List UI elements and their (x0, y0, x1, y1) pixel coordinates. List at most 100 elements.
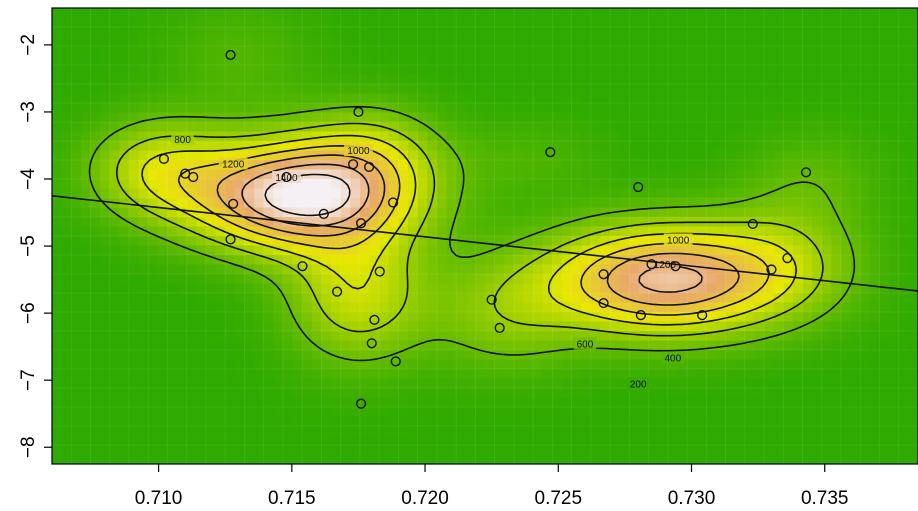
heat-cell (52, 198, 63, 209)
heat-cell (600, 274, 611, 285)
heat-cell (812, 293, 823, 304)
heat-cell (533, 160, 544, 171)
heat-cell (100, 207, 111, 218)
heat-cell (359, 93, 371, 104)
heat-cell (889, 46, 900, 57)
heat-cell (215, 84, 226, 95)
heat-cell (119, 283, 130, 294)
heat-cell (792, 312, 804, 323)
heat-cell (523, 27, 534, 38)
heat-cell (408, 340, 419, 351)
heat-cell (254, 388, 265, 399)
heat-cell (638, 141, 650, 152)
heat-cell (841, 416, 852, 427)
heat-cell (292, 388, 303, 399)
heat-cell (244, 350, 255, 361)
heat-cell (638, 217, 650, 228)
heat-cell (869, 274, 881, 285)
heat-cell (100, 141, 111, 152)
heat-cell (754, 321, 765, 332)
heat-cell (128, 312, 140, 323)
heat-cell (71, 331, 82, 342)
heat-cell (590, 312, 602, 323)
heat-cell (638, 84, 650, 95)
heat-cell (735, 8, 746, 19)
heat-cell (417, 8, 428, 19)
heat-cell (436, 407, 448, 418)
heat-cell (234, 283, 246, 294)
heat-cell (581, 369, 592, 380)
heat-cell (167, 359, 178, 370)
heat-cell (196, 321, 207, 332)
heat-cell (754, 293, 765, 304)
heat-cell (244, 122, 255, 133)
heat-cell (600, 454, 611, 464)
heat-cell (388, 226, 399, 237)
heat-cell (744, 141, 756, 152)
heat-cell (100, 435, 111, 446)
heat-cell (513, 103, 525, 114)
heat-cell (388, 245, 399, 256)
heat-cell (186, 378, 197, 389)
heat-cell (648, 350, 659, 361)
heat-cell (523, 150, 534, 161)
heat-cell (533, 397, 544, 408)
heat-cell (696, 416, 707, 427)
heat-cell (869, 84, 881, 95)
heat-cell (485, 350, 496, 361)
heat-cell (908, 245, 918, 256)
heat-cell (561, 340, 573, 351)
heat-cell (388, 359, 399, 370)
heat-cell (215, 302, 226, 313)
heat-cell (292, 160, 303, 171)
heat-cell (302, 407, 313, 418)
heat-cell (706, 27, 717, 38)
heat-cell (302, 255, 313, 266)
heat-cell (485, 188, 496, 199)
heat-cell (764, 198, 775, 209)
heat-cell (186, 388, 197, 399)
heat-cell (610, 369, 621, 380)
heat-cell (744, 207, 756, 218)
heat-cell (311, 283, 323, 294)
heat-cell (610, 160, 621, 171)
heat-cell (52, 27, 63, 38)
heat-cell (311, 17, 323, 28)
heat-cell (446, 131, 457, 142)
heat-cell (590, 179, 602, 190)
heat-cell (898, 198, 909, 209)
heat-cell (388, 340, 399, 351)
heat-cell (379, 255, 390, 266)
heat-cell (485, 321, 496, 332)
heat-cell (331, 112, 342, 123)
heat-cell (802, 217, 813, 228)
heat-cell (138, 397, 149, 408)
heat-cell (148, 397, 159, 408)
heat-cell (581, 74, 592, 85)
heat-cell (783, 264, 794, 275)
heat-cell (792, 445, 804, 456)
heat-cell (475, 236, 486, 247)
heat-cell (783, 36, 794, 47)
heat-cell (850, 55, 861, 66)
heat-cell (388, 255, 399, 266)
heat-cell (254, 407, 265, 418)
heat-cell (581, 17, 592, 28)
heat-cell (504, 369, 515, 380)
heat-cell (417, 416, 428, 427)
heat-cell (417, 103, 428, 114)
heat-cell (764, 416, 775, 427)
heat-cell (436, 331, 448, 342)
heat-cell (600, 46, 611, 57)
heat-cell (850, 321, 861, 332)
heat-cell (446, 122, 457, 133)
heat-cell (177, 46, 188, 57)
heat-cell (205, 179, 217, 190)
heat-cell (590, 321, 602, 332)
heat-cell (706, 340, 717, 351)
heat-cell (533, 131, 544, 142)
heat-cell (725, 397, 736, 408)
heat-cell (725, 236, 736, 247)
heat-cell (831, 8, 842, 19)
heat-cell (812, 331, 823, 342)
